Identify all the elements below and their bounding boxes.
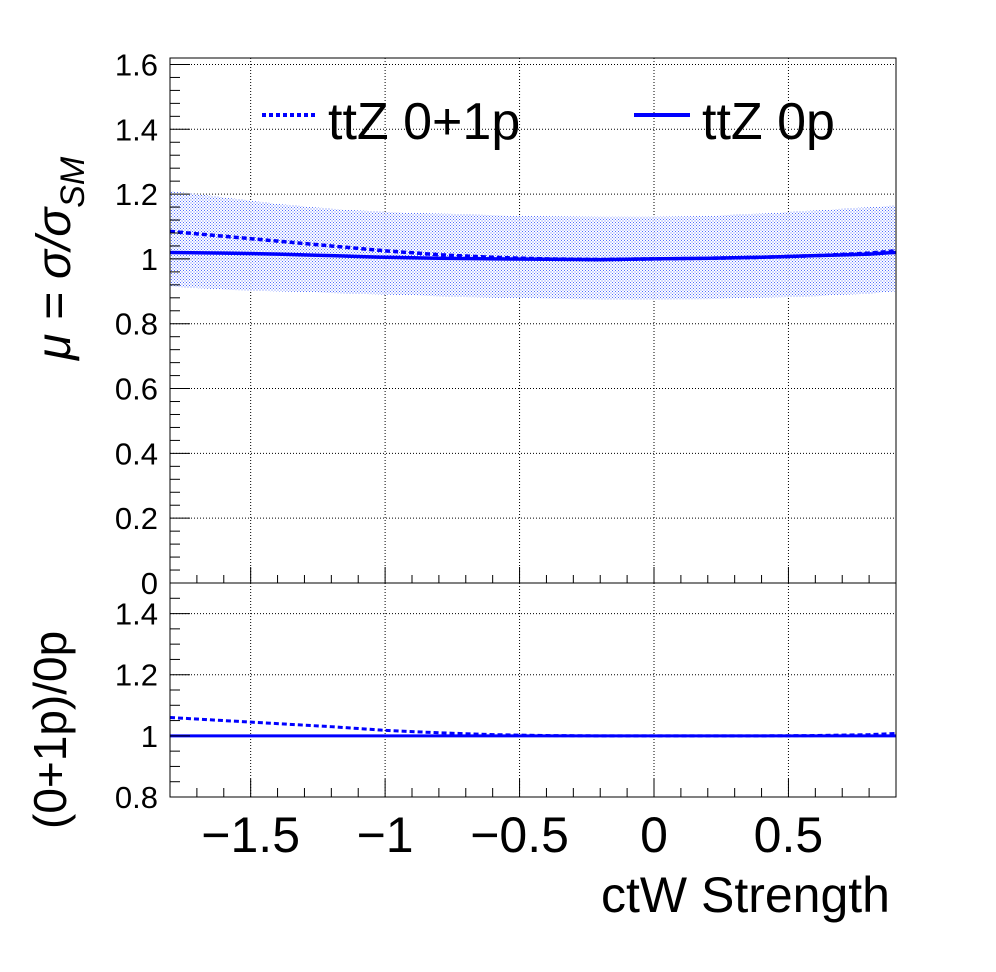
- ratio-plot-frame: [169, 582, 897, 798]
- x-tick-label: −1: [357, 807, 414, 863]
- ratio-y-tick-label: 1: [141, 719, 158, 754]
- uncertainty-band-ttz-0p: [170, 190, 896, 300]
- ratio-y-tick-label: 0.8: [115, 780, 158, 815]
- ratio-line-0-1p-over-0p: [169, 716, 897, 738]
- ratio-y-tick-label: 1.4: [115, 597, 158, 632]
- main-y-tick-label: 0.4: [115, 436, 158, 471]
- ratio-y-tick-label: 1.2: [115, 658, 158, 693]
- main-panel: 0 0.2 0.4 0.6 0.8 1 1.2 1.4 1.6: [115, 47, 897, 601]
- x-tick-label: 0.5: [754, 807, 824, 863]
- main-y-tick-label: 0.2: [115, 501, 158, 536]
- main-y-tick-label: 1: [141, 242, 158, 277]
- ratio-panel: 0.8 1 1.2 1.4 −1.5 −1 −0.5 0 0.5: [115, 582, 897, 863]
- main-y-axis-title-main: μ = σ/σ: [28, 206, 81, 362]
- main-y-axis-title-subscript: SM: [54, 156, 92, 208]
- x-tick-label: 0: [640, 807, 668, 863]
- legend: ttZ 0+1p ttZ 0p: [262, 93, 835, 151]
- main-y-tick-label: 0.8: [115, 307, 158, 342]
- main-y-axis-title: μ = σ/σSM: [28, 156, 92, 362]
- ratio-y-axis-title: (0+1p)/0p: [24, 631, 76, 829]
- main-y-tick-label: 0.6: [115, 372, 158, 407]
- x-axis-title: ctW Strength: [601, 867, 890, 923]
- legend-label-ttz-0-1p: ttZ 0+1p: [328, 93, 520, 151]
- main-y-tick-label: 1.4: [115, 112, 158, 147]
- x-tick-label: −1.5: [201, 807, 300, 863]
- main-y-tick-label: 1.6: [115, 47, 158, 82]
- legend-label-ttz-0p: ttZ 0p: [702, 93, 835, 151]
- x-tick-label: −0.5: [470, 807, 569, 863]
- series-line-ttz-0p: [169, 250, 897, 262]
- main-y-tick-label: 0: [141, 566, 158, 601]
- main-y-tick-label: 1.2: [115, 177, 158, 212]
